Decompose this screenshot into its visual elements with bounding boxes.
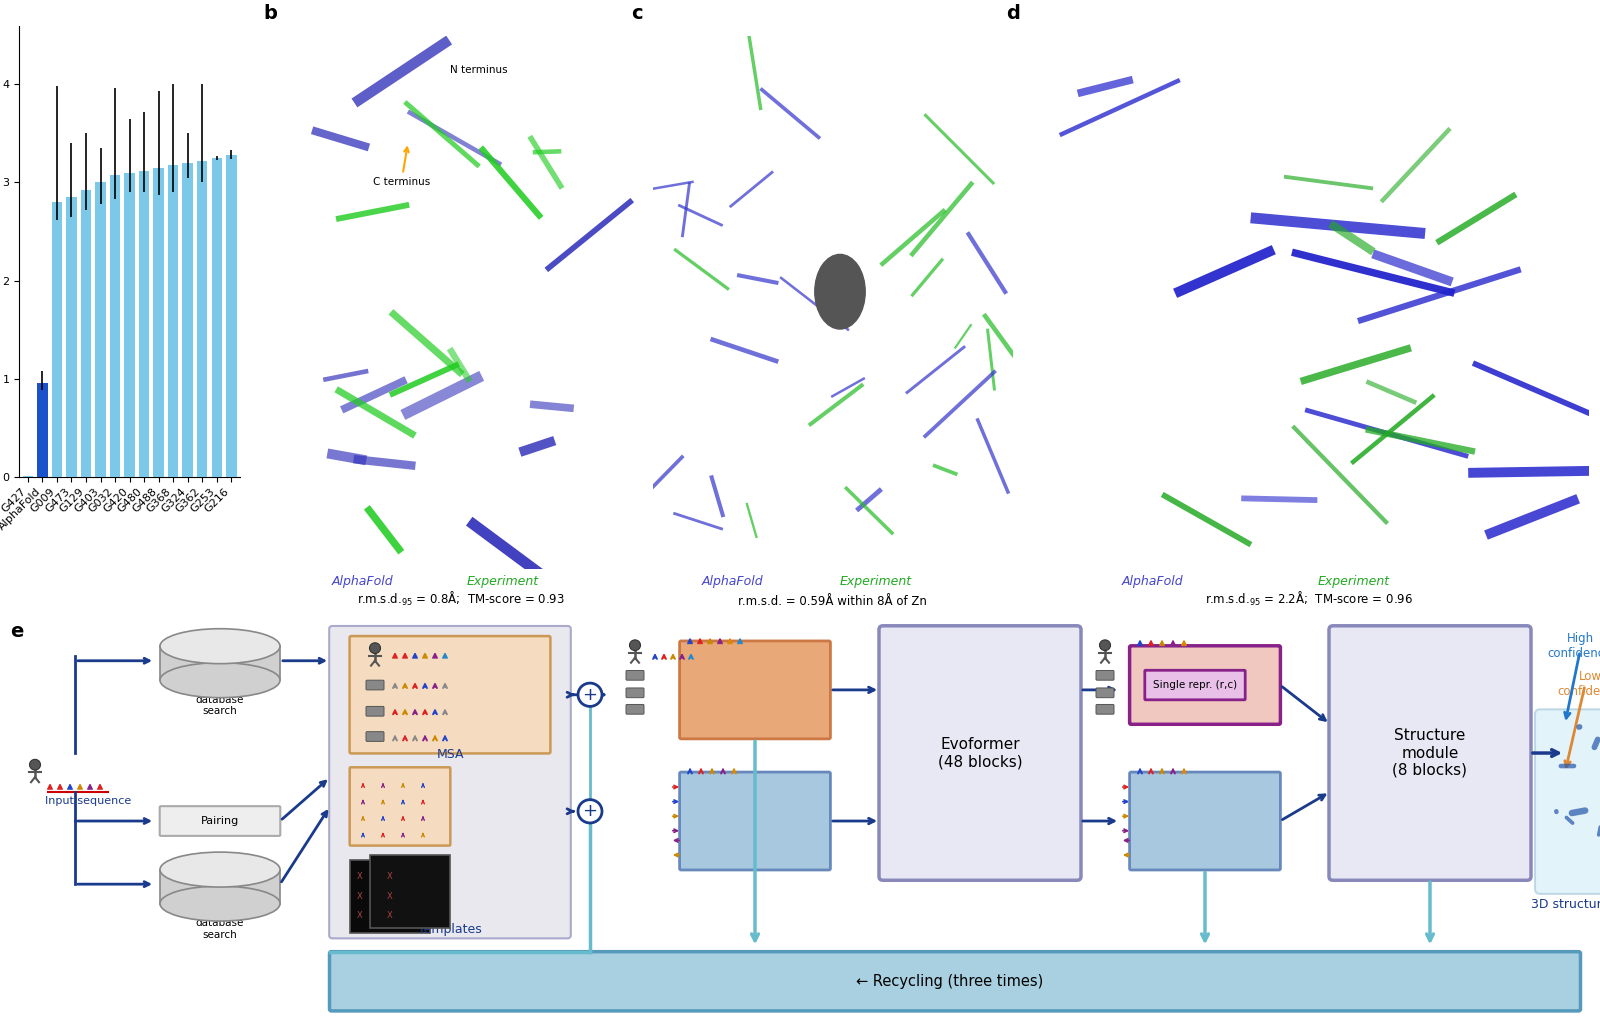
Bar <box>160 646 280 681</box>
FancyBboxPatch shape <box>878 626 1082 880</box>
Text: Pair
representation
(r,r,c): Pair representation (r,r,c) <box>712 800 798 843</box>
FancyBboxPatch shape <box>680 772 830 870</box>
FancyBboxPatch shape <box>680 641 830 739</box>
Text: X: X <box>387 892 394 901</box>
Bar <box>125 172 134 477</box>
Text: c: c <box>630 4 643 23</box>
Bar <box>139 171 149 477</box>
Circle shape <box>578 800 602 823</box>
Text: N terminus: N terminus <box>450 66 507 75</box>
Text: Pair
representation
(r,r,c): Pair representation (r,r,c) <box>1162 800 1248 843</box>
Circle shape <box>814 254 866 329</box>
Text: Single repr. (r,c): Single repr. (r,c) <box>1154 680 1237 690</box>
Text: d: d <box>1006 4 1021 23</box>
Text: C terminus: C terminus <box>373 148 430 188</box>
Circle shape <box>1099 640 1110 651</box>
Text: Evoformer
(48 blocks): Evoformer (48 blocks) <box>938 737 1022 769</box>
Bar <box>51 202 62 477</box>
Text: AlphaFold: AlphaFold <box>1122 575 1182 588</box>
FancyBboxPatch shape <box>330 626 571 938</box>
Text: ← Recycling (three times): ← Recycling (three times) <box>856 974 1043 989</box>
Bar <box>66 197 77 477</box>
FancyBboxPatch shape <box>626 670 643 681</box>
Text: Experiment: Experiment <box>840 575 912 588</box>
Bar <box>197 161 208 477</box>
Bar <box>182 163 194 477</box>
Circle shape <box>629 640 640 651</box>
Text: r.m.s.d.$_{95}$ = 0.8Å;  TM-score = 0.93: r.m.s.d.$_{95}$ = 0.8Å; TM-score = 0.93 <box>357 589 565 608</box>
Bar <box>37 382 48 477</box>
FancyBboxPatch shape <box>350 637 550 753</box>
FancyBboxPatch shape <box>626 704 643 714</box>
Text: Templates: Templates <box>418 922 482 936</box>
Bar <box>370 855 450 928</box>
Text: X: X <box>357 872 363 882</box>
Text: e: e <box>10 622 24 641</box>
Text: AlphaFold: AlphaFold <box>701 575 763 588</box>
FancyBboxPatch shape <box>626 688 643 698</box>
FancyBboxPatch shape <box>1146 670 1245 700</box>
Text: +: + <box>582 686 597 704</box>
Text: b: b <box>264 4 277 23</box>
Text: MSA: MSA <box>437 748 464 761</box>
Text: Input sequence: Input sequence <box>45 795 131 806</box>
Text: +: + <box>582 803 597 820</box>
FancyBboxPatch shape <box>1130 772 1280 870</box>
Text: Experiment: Experiment <box>1317 575 1390 588</box>
FancyBboxPatch shape <box>1330 626 1531 880</box>
Bar <box>160 869 280 904</box>
Circle shape <box>29 760 40 770</box>
Bar <box>110 174 120 477</box>
Text: X: X <box>357 892 363 901</box>
Text: X: X <box>357 911 363 920</box>
Text: MSA
representation
(s,r,c): MSA representation (s,r,c) <box>712 668 798 711</box>
Circle shape <box>370 643 381 654</box>
Text: Structure
module
(8 blocks): Structure module (8 blocks) <box>1392 728 1467 778</box>
Text: High
confidence: High confidence <box>1547 631 1600 660</box>
FancyBboxPatch shape <box>1096 670 1114 681</box>
FancyBboxPatch shape <box>160 807 280 835</box>
Text: Structure
database
search: Structure database search <box>195 906 245 940</box>
FancyBboxPatch shape <box>1096 688 1114 698</box>
Ellipse shape <box>160 886 280 921</box>
FancyBboxPatch shape <box>350 768 450 846</box>
Text: r.m.s.d. = 0.59Å within 8Å of Zn: r.m.s.d. = 0.59Å within 8Å of Zn <box>738 594 928 608</box>
Text: X: X <box>387 872 394 882</box>
FancyBboxPatch shape <box>330 951 1581 1011</box>
Text: Pairing: Pairing <box>202 816 238 826</box>
Ellipse shape <box>160 663 280 698</box>
Bar <box>211 158 222 477</box>
Text: Genetic
database
search: Genetic database search <box>195 683 245 716</box>
Bar <box>96 182 106 477</box>
Bar <box>168 165 179 477</box>
Bar <box>80 191 91 477</box>
Bar <box>226 155 237 477</box>
Text: AlphaFold: AlphaFold <box>331 575 394 588</box>
Circle shape <box>578 683 602 706</box>
Bar <box>350 860 430 933</box>
Bar <box>154 168 163 477</box>
FancyBboxPatch shape <box>1534 709 1600 894</box>
Text: 3D structure: 3D structure <box>1531 899 1600 911</box>
FancyBboxPatch shape <box>366 706 384 716</box>
Text: X: X <box>387 911 394 920</box>
Text: Experiment: Experiment <box>467 575 539 588</box>
FancyBboxPatch shape <box>1130 646 1280 725</box>
FancyBboxPatch shape <box>366 681 384 690</box>
Text: Low
confidence: Low confidence <box>1558 670 1600 698</box>
FancyBboxPatch shape <box>366 732 384 741</box>
FancyBboxPatch shape <box>1096 704 1114 714</box>
Text: r.m.s.d.$_{95}$ = 2.2Å;  TM-score = 0.96: r.m.s.d.$_{95}$ = 2.2Å; TM-score = 0.96 <box>1205 589 1413 608</box>
Ellipse shape <box>160 852 280 887</box>
Ellipse shape <box>160 628 280 663</box>
